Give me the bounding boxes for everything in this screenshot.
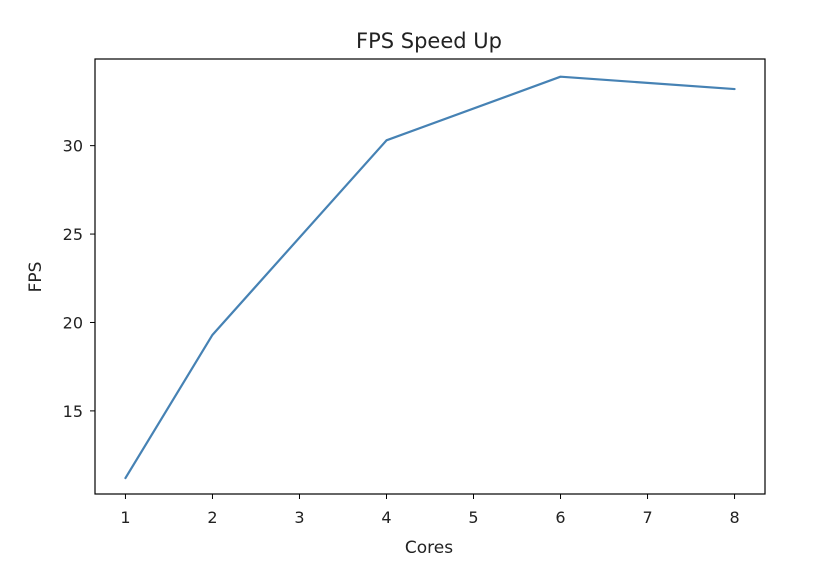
x-tick-label: 8 [729, 508, 739, 527]
x-tick-label: 3 [294, 508, 304, 527]
x-axis-title: Cores [405, 538, 453, 558]
x-tick-label: 7 [642, 508, 652, 527]
series-layer [124, 75, 736, 480]
y-tick-label: 15 [63, 402, 83, 421]
series-line [124, 75, 736, 480]
y-axis-title: FPS [26, 262, 46, 293]
x-tick-label: 1 [120, 508, 130, 527]
x-tick-label: 5 [468, 508, 478, 527]
x-axis: 1 2 3 4 5 6 7 8 [120, 494, 740, 527]
plot-area [94, 58, 766, 495]
x-tick-label: 6 [555, 508, 565, 527]
x-tick-label: 2 [207, 508, 217, 527]
y-tick-label: 30 [63, 137, 83, 156]
x-tick-label: 4 [381, 508, 391, 527]
y-tick-label: 20 [63, 313, 83, 332]
chart-title: FPS Speed Up [356, 29, 502, 53]
y-axis: 15 20 25 30 [63, 137, 95, 421]
y-tick-label: 25 [63, 225, 83, 244]
